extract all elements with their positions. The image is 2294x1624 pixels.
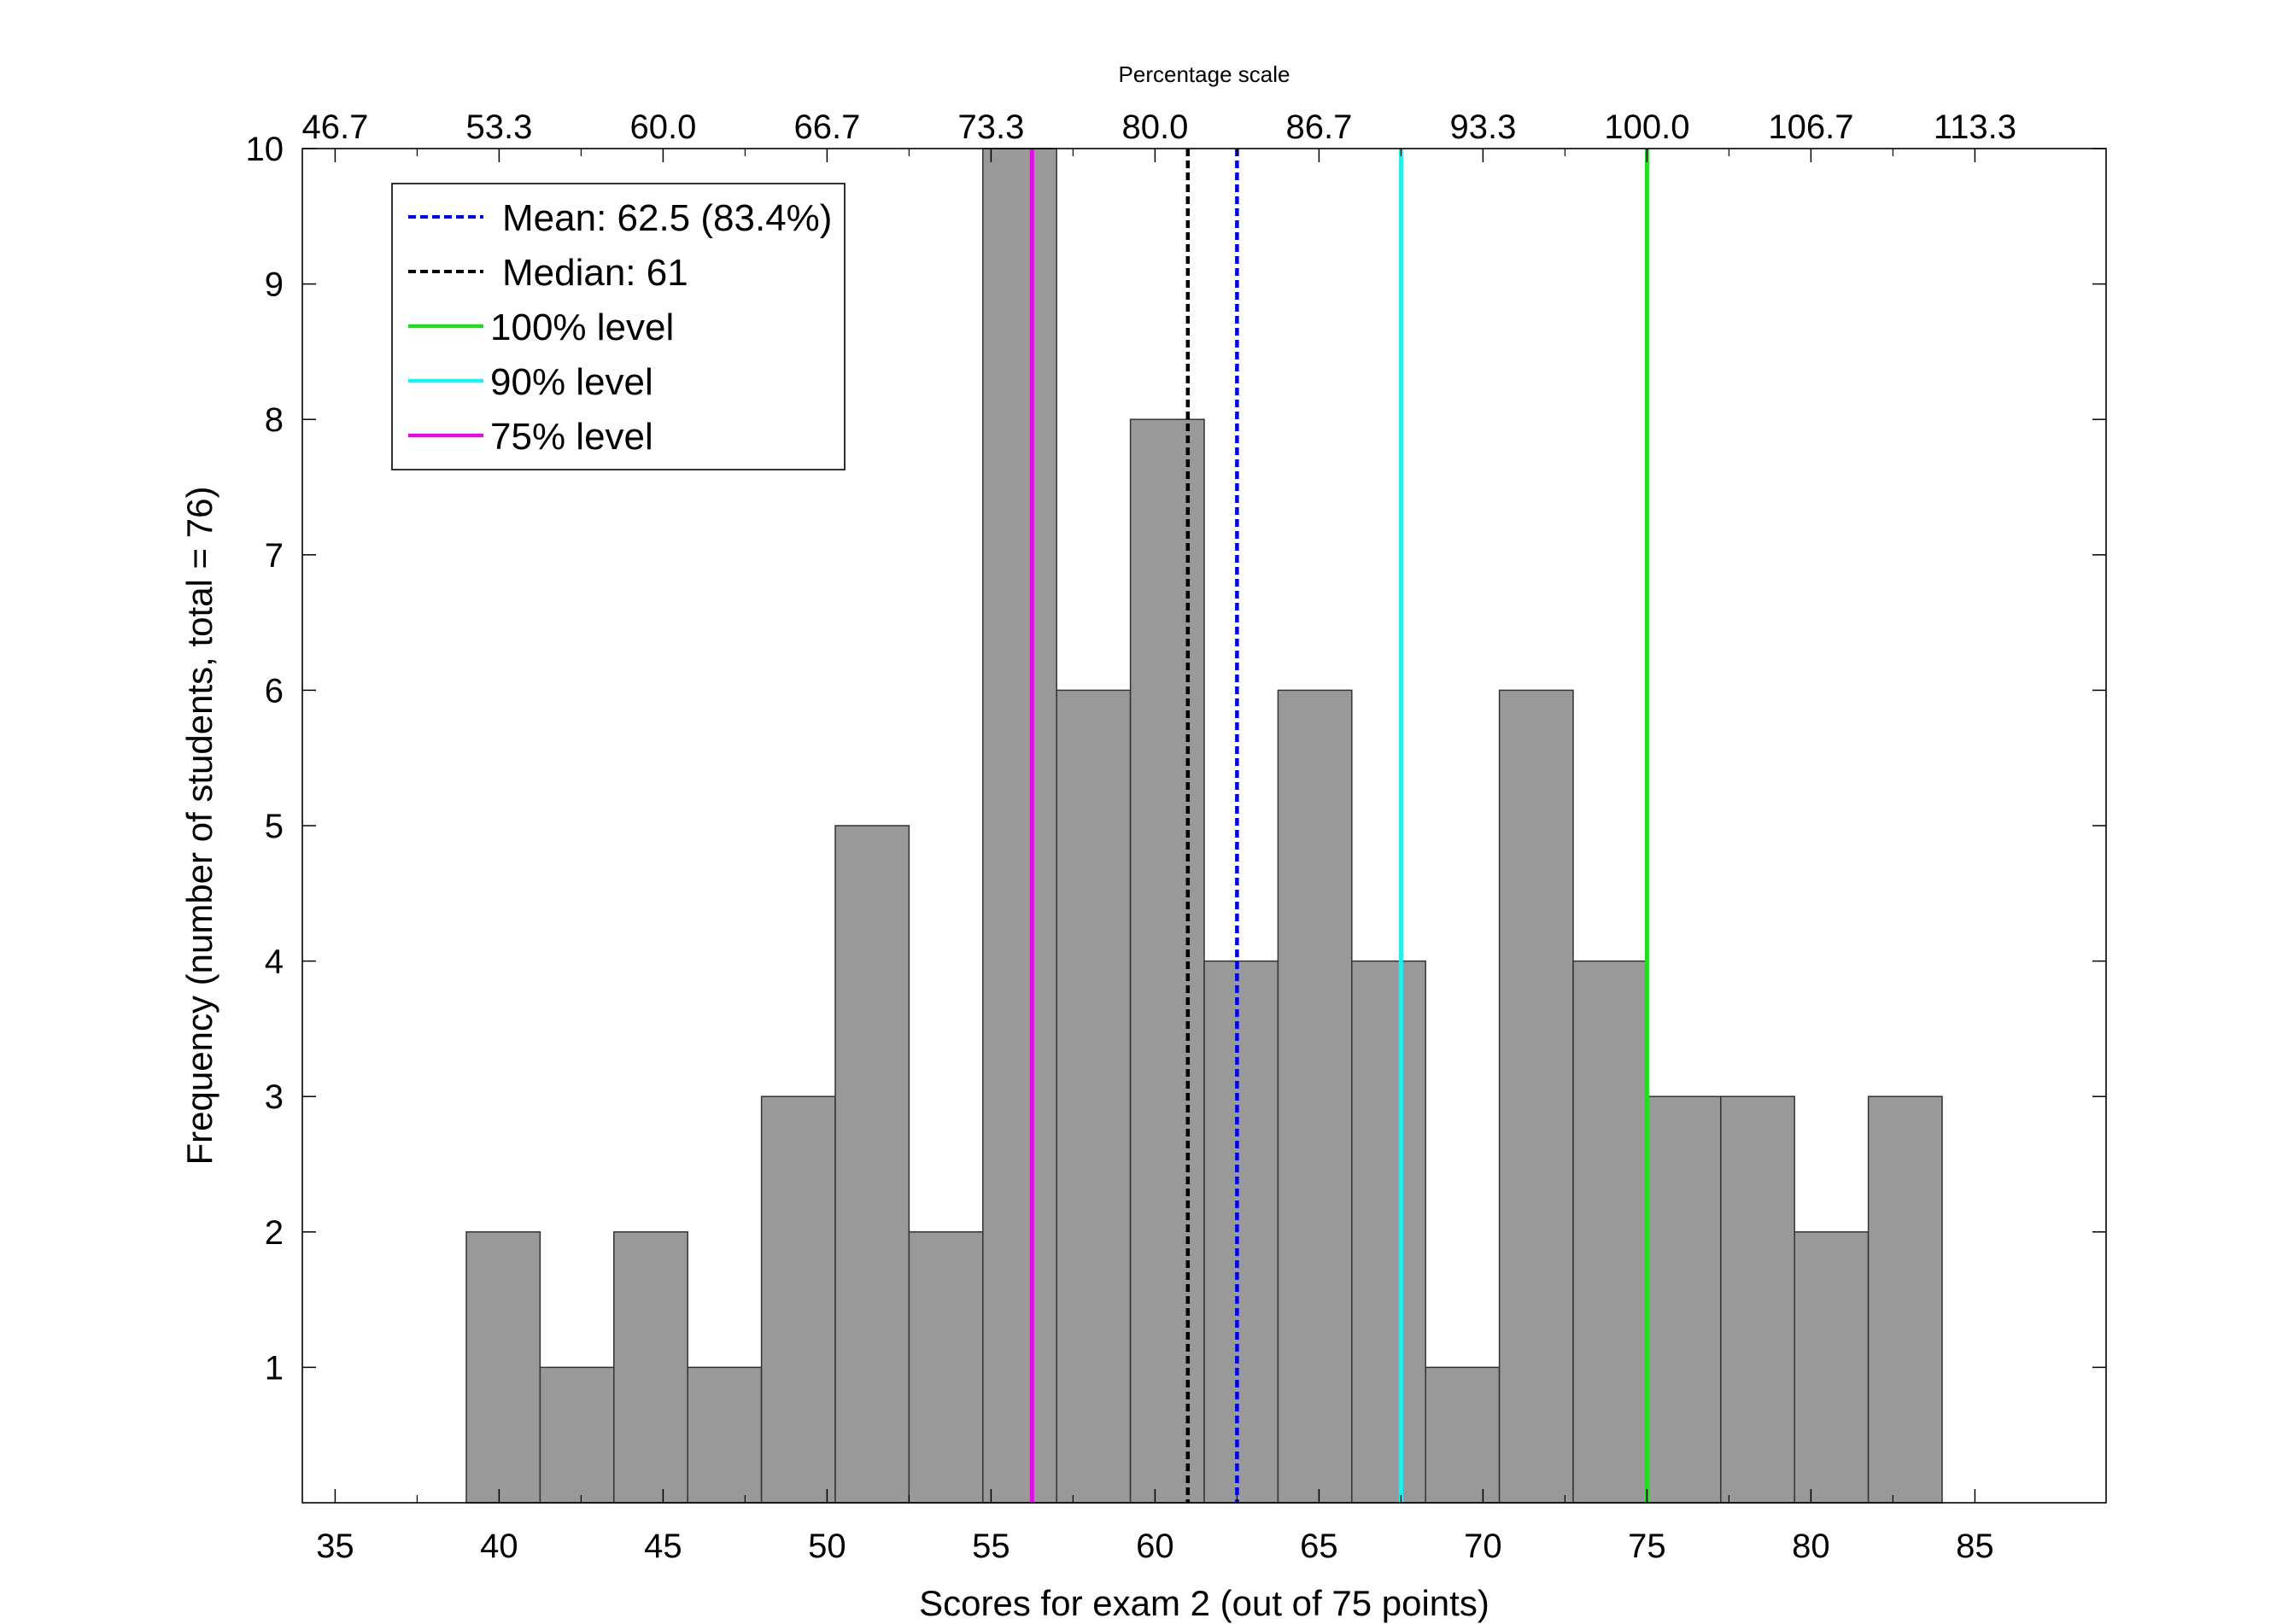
histogram-bar — [1572, 960, 1648, 1504]
y-tick-label: 8 — [265, 401, 284, 439]
legend-label: Mean: 62.5 (83.4%) — [502, 197, 832, 239]
legend-label: 100% level — [490, 307, 674, 348]
top-tick-label: 113.3 — [1934, 108, 2016, 146]
top-tick-label: 60.0 — [629, 108, 696, 146]
x-tick-label: 40 — [480, 1528, 518, 1565]
histogram-bar — [908, 1231, 984, 1504]
histogram-bar — [1867, 1095, 1943, 1504]
histogram-bar — [613, 1231, 688, 1504]
histogram-bar — [687, 1366, 763, 1504]
y-tick-label: 4 — [265, 943, 284, 981]
histogram-bar — [760, 1095, 836, 1504]
x-axis-title: Scores for exam 2 (out of 75 points) — [919, 1583, 1489, 1623]
top-axis-title: Percentage scale — [1119, 61, 1290, 87]
histogram-bar — [1129, 418, 1205, 1504]
y-tick-label: 5 — [265, 808, 284, 845]
y-axis-title: Frequency (number of students, total = 7… — [179, 487, 219, 1165]
reference-lines — [1029, 149, 1649, 1503]
legend-label: Median: 61 — [502, 252, 688, 294]
top-tick-label: 86.7 — [1285, 108, 1352, 146]
top-tick-label: 46.7 — [301, 108, 368, 146]
histogram-bar — [1794, 1231, 1870, 1504]
top-tick-label: 80.0 — [1121, 108, 1188, 146]
x-tick-label: 45 — [644, 1528, 682, 1565]
y-tick-label: 9 — [265, 266, 284, 304]
x-tick-label: 75 — [1628, 1528, 1666, 1565]
x-tick-label: 65 — [1300, 1528, 1338, 1565]
x-tick-label: 85 — [1956, 1528, 1994, 1565]
y-tick-label: 6 — [265, 672, 284, 710]
legend-label: 90% level — [490, 361, 653, 403]
x-tick-label: 70 — [1464, 1528, 1502, 1565]
top-tick-label: 106.7 — [1768, 108, 1853, 146]
histogram-bar — [539, 1366, 615, 1504]
x-tick-label: 50 — [808, 1528, 846, 1565]
y-tick-label: 2 — [265, 1214, 284, 1252]
histogram-bar — [834, 825, 910, 1504]
histogram-bar — [465, 1231, 541, 1504]
top-x-ticks: 46.7 53.3 60.0 66.7 73.3 80.0 86.7 93.3 100.0 106… — [301, 108, 2016, 146]
x-tick-label: 80 — [1792, 1528, 1830, 1565]
y-tick-label: 7 — [265, 537, 284, 575]
top-tick-label: 93.3 — [1449, 108, 1516, 146]
top-tick-label: 53.3 — [465, 108, 532, 146]
y-tick-label: 10 — [246, 131, 284, 168]
top-tick-label: 100.0 — [1604, 108, 1689, 146]
y-tick-label: 1 — [265, 1349, 284, 1387]
histogram-bars — [465, 148, 1943, 1504]
top-tick-label: 66.7 — [793, 108, 860, 146]
histogram-bar — [1056, 689, 1132, 1504]
legend-label: 75% level — [490, 416, 653, 458]
y-tick-label: 3 — [265, 1078, 284, 1116]
histogram-bar — [1720, 1095, 1795, 1504]
top-tick-label: 73.3 — [957, 108, 1024, 146]
histogram-bar — [1425, 1366, 1501, 1504]
histogram-bar — [1351, 960, 1426, 1504]
histogram-bar — [1203, 960, 1279, 1504]
y-ticks: 1 2 3 4 5 6 7 8 9 10 — [246, 131, 2106, 1387]
histogram-bar — [1277, 689, 1353, 1504]
legend: Mean: 62.5 (83.4%) Median: 61 100% level 90… — [391, 183, 846, 470]
x-tick-label: 55 — [972, 1528, 1010, 1565]
bottom-x-ticks: 35 40 45 50 55 60 65 70 75 80 85 — [316, 149, 1994, 1565]
histogram-bar — [1498, 689, 1574, 1504]
x-tick-label: 35 — [316, 1528, 354, 1565]
histogram-bar — [982, 148, 1057, 1504]
x-tick-label: 60 — [1136, 1528, 1174, 1565]
histogram-bar — [1646, 1095, 1722, 1504]
